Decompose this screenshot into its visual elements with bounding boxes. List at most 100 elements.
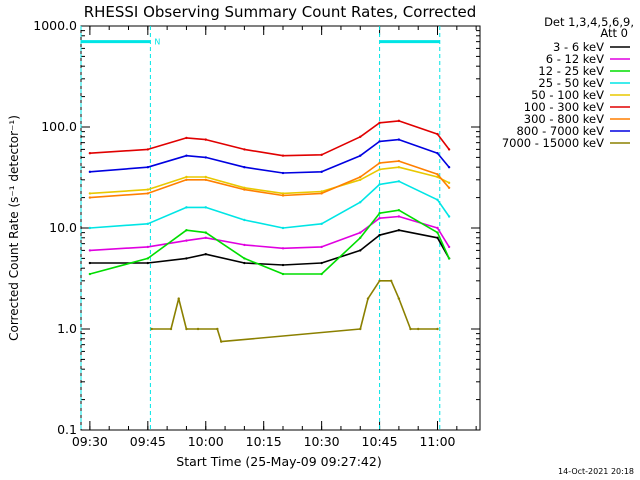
x-tick-label: 10:45 bbox=[362, 434, 398, 449]
series-point bbox=[320, 192, 323, 195]
series-point bbox=[185, 154, 188, 157]
y-axis-label: Corrected Count Rate (s⁻¹ detector⁻¹) bbox=[7, 115, 21, 341]
series-point bbox=[436, 175, 439, 179]
legend-label: 100 - 300 keV bbox=[524, 100, 604, 114]
series-point bbox=[436, 236, 439, 239]
series-line-1 bbox=[89, 229, 450, 266]
series-point bbox=[146, 165, 150, 169]
legend-label: 800 - 7000 keV bbox=[516, 124, 604, 138]
legend-label: 12 - 25 keV bbox=[538, 64, 604, 78]
series-point bbox=[88, 170, 92, 174]
series-line-2 bbox=[89, 215, 450, 252]
series-point bbox=[436, 132, 439, 136]
series-point bbox=[378, 140, 381, 143]
series-point bbox=[359, 231, 362, 234]
series-point bbox=[320, 170, 323, 174]
series-line-7 bbox=[89, 160, 450, 199]
chart-title: RHESSI Observing Summary Count Rates, Co… bbox=[84, 3, 477, 21]
series-point bbox=[281, 194, 285, 197]
series-point bbox=[378, 212, 381, 215]
series-point bbox=[88, 272, 92, 276]
series-point bbox=[281, 192, 285, 195]
series-point bbox=[397, 138, 401, 141]
y-tick-label: 1000.0 bbox=[33, 18, 77, 33]
series-point bbox=[320, 261, 323, 265]
series-point bbox=[359, 236, 362, 239]
series-point bbox=[389, 279, 393, 283]
series-point bbox=[281, 263, 285, 267]
detector-note-line1: Det 1,3,4,5,6,9, bbox=[544, 15, 634, 29]
series-point bbox=[397, 229, 401, 232]
series-point bbox=[409, 327, 412, 331]
y-tick-label: 10.0 bbox=[49, 220, 77, 235]
series-point bbox=[243, 257, 246, 260]
series-point bbox=[146, 192, 150, 195]
series-point bbox=[204, 156, 207, 159]
series-point bbox=[320, 222, 323, 226]
series-point bbox=[359, 175, 362, 179]
legend-label: 25 - 50 keV bbox=[538, 76, 604, 90]
series-point bbox=[447, 257, 451, 260]
series-point bbox=[196, 327, 200, 331]
series-point bbox=[359, 249, 362, 252]
series-point bbox=[146, 261, 150, 265]
series-line-8 bbox=[89, 138, 450, 174]
series-point bbox=[204, 231, 207, 234]
series-point bbox=[378, 233, 381, 237]
series-point bbox=[243, 186, 246, 190]
series-point bbox=[436, 173, 439, 176]
series-point bbox=[169, 327, 173, 331]
series-point bbox=[243, 188, 246, 191]
series-point bbox=[320, 272, 323, 276]
series-point bbox=[397, 297, 401, 300]
series-point bbox=[243, 243, 246, 247]
legend-label: 300 - 800 keV bbox=[524, 112, 604, 126]
series-point bbox=[397, 119, 401, 123]
series-point bbox=[146, 148, 150, 151]
series-point bbox=[447, 186, 451, 190]
series-point bbox=[359, 178, 362, 182]
series-point bbox=[146, 257, 150, 260]
series-point bbox=[436, 152, 439, 155]
series-point bbox=[320, 190, 323, 193]
series-point bbox=[185, 257, 188, 260]
series-point bbox=[447, 245, 451, 249]
series-point bbox=[436, 198, 439, 202]
series-point bbox=[204, 206, 207, 209]
series-point bbox=[397, 159, 401, 163]
plot-timestamp: 14-Oct-2021 20:18 bbox=[558, 467, 634, 476]
series-line-5 bbox=[89, 166, 450, 195]
series-point bbox=[397, 165, 401, 169]
series-point bbox=[150, 327, 153, 331]
detector-note-line2: Att 0 bbox=[600, 26, 628, 40]
series-line-3 bbox=[89, 209, 450, 275]
y-tick-label: 0.1 bbox=[57, 422, 77, 437]
series-point bbox=[416, 327, 420, 331]
series-point bbox=[177, 297, 180, 300]
series-point bbox=[185, 136, 188, 140]
series-point bbox=[366, 297, 370, 300]
series-point bbox=[185, 239, 188, 242]
series-point bbox=[88, 261, 92, 265]
series-point bbox=[378, 183, 381, 186]
x-tick-label: 09:45 bbox=[130, 434, 166, 449]
legend-label: 6 - 12 keV bbox=[546, 52, 604, 66]
x-tick-label: 10:00 bbox=[188, 434, 224, 449]
series-point bbox=[447, 215, 451, 218]
series-point bbox=[243, 218, 246, 222]
x-tick-label: 11:00 bbox=[419, 434, 455, 449]
series-point bbox=[204, 138, 207, 141]
series-point bbox=[88, 196, 92, 199]
legend-label: 3 - 6 keV bbox=[553, 40, 604, 54]
series-point bbox=[88, 192, 92, 195]
series-line-4 bbox=[89, 180, 450, 229]
series-point bbox=[397, 180, 401, 183]
series-point bbox=[436, 327, 439, 331]
series-point bbox=[185, 327, 188, 331]
series-point bbox=[281, 154, 285, 157]
y-tick-label: 1.0 bbox=[57, 321, 77, 336]
y-tick-label: 100.0 bbox=[41, 119, 77, 134]
series-point bbox=[204, 236, 207, 239]
